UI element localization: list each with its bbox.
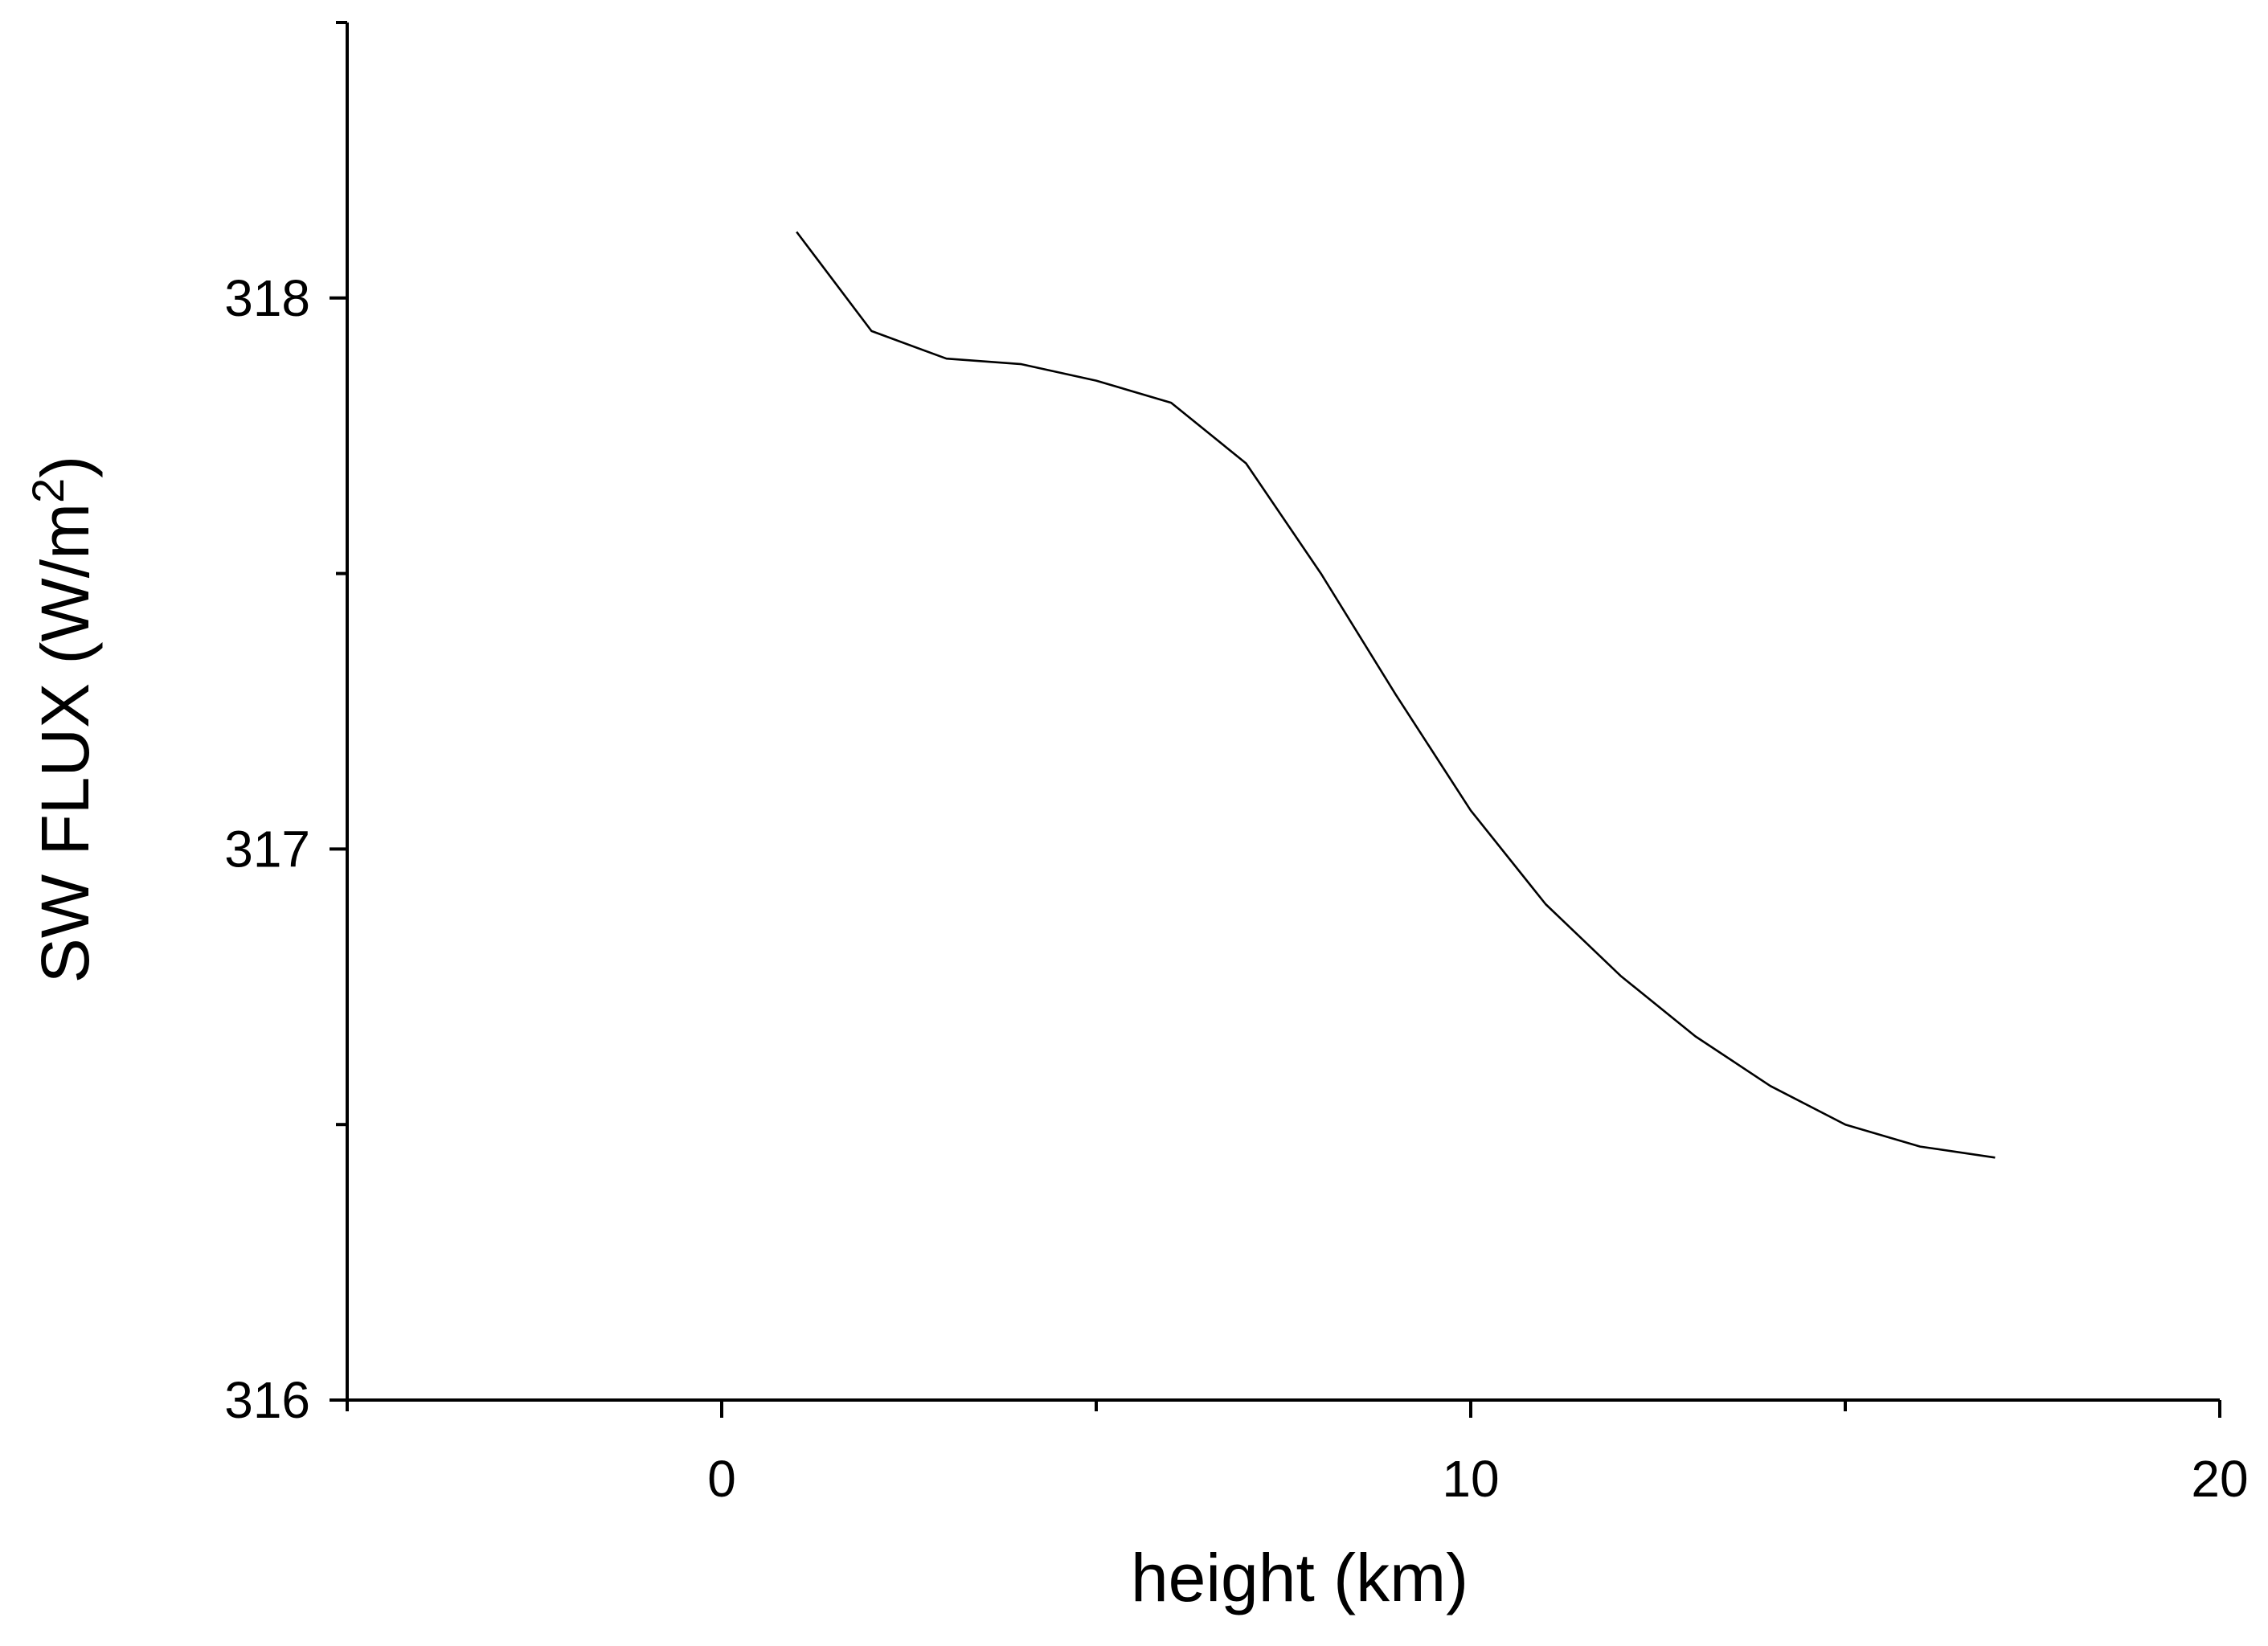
y-axis-title: SW FLUX (W/m2)	[23, 456, 104, 983]
x-tick-label: 20	[2191, 1450, 2248, 1508]
y-tick-label: 316	[224, 1371, 310, 1429]
y-tick-label: 318	[224, 269, 310, 327]
y-axis-title-superscript: 2	[23, 478, 73, 503]
y-axis-title-close: )	[27, 456, 103, 478]
series-line	[796, 231, 1996, 1159]
axes	[346, 23, 2220, 1402]
plot-area	[796, 231, 1996, 1159]
y-axis-title-base: SW FLUX (W/m	[27, 503, 103, 983]
ticks	[330, 21, 2221, 1418]
y-tick-label: 317	[224, 820, 310, 878]
x-tick-label: 10	[1442, 1450, 1499, 1508]
x-axis-title: height (km)	[1131, 1540, 1468, 1615]
x-tick-label: 0	[707, 1450, 736, 1508]
tick-labels: 0 10 20 316 317 318	[224, 269, 2248, 1508]
